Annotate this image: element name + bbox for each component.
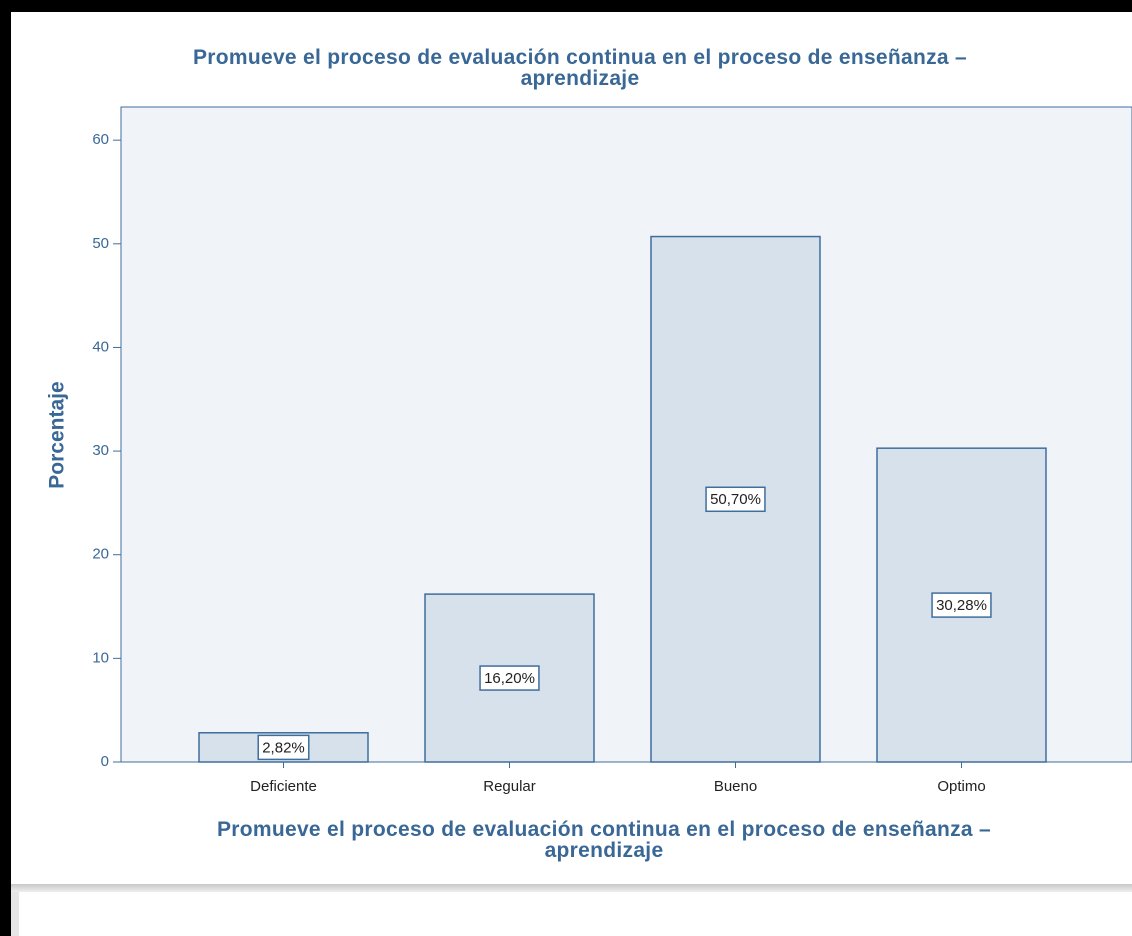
frame-inner-left [11, 892, 19, 936]
value-label-box [931, 592, 992, 618]
value-label-box [257, 734, 310, 761]
y-tick-label: 10 [92, 649, 109, 666]
y-tick-label: 20 [92, 546, 109, 563]
y-tick-label: 30 [92, 442, 109, 459]
y-tick-label: 60 [92, 131, 109, 148]
x-axis-label: Promueve el proceso de evaluación contin… [216, 818, 992, 862]
value-label-box [479, 665, 540, 691]
y-tick-label: 0 [101, 753, 109, 770]
value-label: 16,20% [484, 670, 535, 687]
chart-title: Promueve el proceso de evaluación contin… [192, 46, 968, 90]
value-label: 30,28% [936, 597, 987, 614]
value-label: 50,70% [710, 491, 761, 508]
frame-top [0, 0, 1132, 12]
x-tick-label: Deficiente [250, 778, 317, 795]
y-tick-label: 40 [92, 338, 109, 355]
y-tick-label: 50 [92, 235, 109, 252]
y-axis-label: Porcentaje [46, 381, 69, 488]
frame-left [0, 0, 11, 936]
frame-shadow [11, 884, 1132, 892]
value-label: 2,82% [262, 739, 305, 756]
x-tick-label: Bueno [714, 778, 757, 795]
value-label-box [705, 486, 766, 513]
x-tick-label: Regular [483, 778, 536, 795]
x-tick-label: Optimo [937, 778, 985, 795]
